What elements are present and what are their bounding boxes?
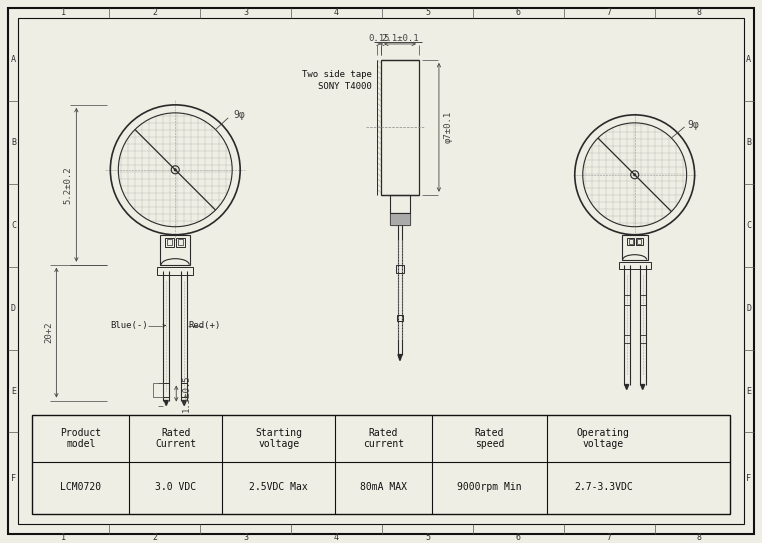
Bar	[622, 235, 648, 260]
Bar	[390, 213, 410, 225]
Text: 7: 7	[607, 533, 612, 542]
Polygon shape	[398, 355, 402, 361]
Polygon shape	[641, 384, 645, 389]
Polygon shape	[408, 213, 410, 225]
Text: B: B	[11, 138, 16, 147]
Bar	[639, 295, 645, 305]
Bar	[167, 239, 172, 245]
Text: 1: 1	[62, 9, 66, 17]
Bar	[163, 382, 169, 396]
Text: Blue(-): Blue(-)	[110, 321, 149, 330]
Text: 3.0 VDC: 3.0 VDC	[155, 482, 197, 493]
Bar	[636, 238, 642, 245]
Text: F: F	[746, 474, 751, 483]
Bar	[396, 264, 404, 273]
Text: Rated
speed: Rated speed	[475, 428, 504, 449]
Text: 8: 8	[696, 9, 702, 17]
Bar	[397, 314, 403, 320]
Text: A: A	[11, 55, 16, 64]
Text: 7: 7	[607, 9, 612, 17]
Text: 20+2: 20+2	[44, 322, 53, 343]
Text: 5: 5	[425, 9, 430, 17]
Circle shape	[633, 173, 636, 176]
Text: 3: 3	[243, 533, 248, 542]
Polygon shape	[400, 213, 402, 225]
Bar	[181, 382, 187, 396]
Text: 9φ: 9φ	[233, 110, 245, 120]
Text: 6: 6	[516, 533, 521, 542]
Text: F: F	[11, 474, 16, 483]
Text: Rated
Current: Rated Current	[155, 428, 197, 449]
Text: E: E	[746, 387, 751, 395]
Text: Two side tape: Two side tape	[303, 71, 372, 79]
Bar	[176, 238, 185, 247]
Text: 5.2±0.2: 5.2±0.2	[64, 166, 73, 204]
Text: C: C	[11, 221, 16, 230]
Bar	[160, 235, 190, 264]
Bar	[178, 239, 183, 245]
Text: 2.7-3.3VDC: 2.7-3.3VDC	[574, 482, 632, 493]
Text: 5: 5	[425, 533, 430, 542]
Text: 4: 4	[334, 9, 339, 17]
Text: Product
model: Product model	[60, 428, 101, 449]
Text: 4: 4	[334, 533, 339, 542]
Bar	[626, 238, 634, 245]
Text: C: C	[746, 221, 751, 230]
Text: 2.1±0.1: 2.1±0.1	[381, 34, 419, 43]
Text: Rated
current: Rated current	[363, 428, 404, 449]
Text: Starting
voltage: Starting voltage	[255, 428, 302, 449]
Polygon shape	[405, 213, 408, 225]
Text: Operating
voltage: Operating voltage	[577, 428, 629, 449]
Text: 1.5±0.5: 1.5±0.5	[181, 375, 190, 412]
Bar	[390, 195, 410, 213]
Text: B: B	[746, 138, 751, 147]
Text: SONY T4000: SONY T4000	[319, 83, 372, 91]
Text: A: A	[746, 55, 751, 64]
Text: Red(+): Red(+)	[188, 321, 220, 330]
Text: 6: 6	[516, 9, 521, 17]
Text: 9φ: 9φ	[687, 120, 700, 130]
Bar	[153, 382, 163, 396]
Polygon shape	[625, 384, 629, 389]
Polygon shape	[182, 401, 186, 406]
Text: E: E	[11, 387, 16, 395]
Text: 0.15: 0.15	[368, 34, 389, 43]
Polygon shape	[392, 213, 395, 225]
Polygon shape	[402, 213, 405, 225]
Bar	[639, 334, 645, 343]
Bar	[33, 414, 729, 514]
Text: 3: 3	[243, 9, 248, 17]
Text: 1: 1	[62, 533, 66, 542]
Text: 80mA MAX: 80mA MAX	[360, 482, 407, 493]
Bar	[381, 60, 419, 195]
Bar	[629, 239, 632, 244]
Text: LCM0720: LCM0720	[60, 482, 101, 493]
Bar	[165, 238, 174, 247]
Bar	[624, 295, 629, 305]
Polygon shape	[165, 401, 168, 406]
Polygon shape	[398, 213, 400, 225]
Text: 2: 2	[152, 9, 157, 17]
Text: D: D	[11, 304, 16, 313]
Bar	[624, 334, 629, 343]
Text: 2: 2	[152, 533, 157, 542]
Text: D: D	[746, 304, 751, 313]
Text: φ7±0.1: φ7±0.1	[443, 111, 453, 143]
Polygon shape	[395, 213, 398, 225]
Bar	[637, 239, 641, 244]
Circle shape	[174, 168, 177, 171]
Bar	[619, 262, 651, 269]
Text: 8: 8	[696, 533, 702, 542]
Text: 9000rpm Min: 9000rpm Min	[457, 482, 522, 493]
Text: 2.5VDC Max: 2.5VDC Max	[249, 482, 308, 493]
Polygon shape	[390, 213, 392, 225]
Bar	[157, 267, 194, 275]
